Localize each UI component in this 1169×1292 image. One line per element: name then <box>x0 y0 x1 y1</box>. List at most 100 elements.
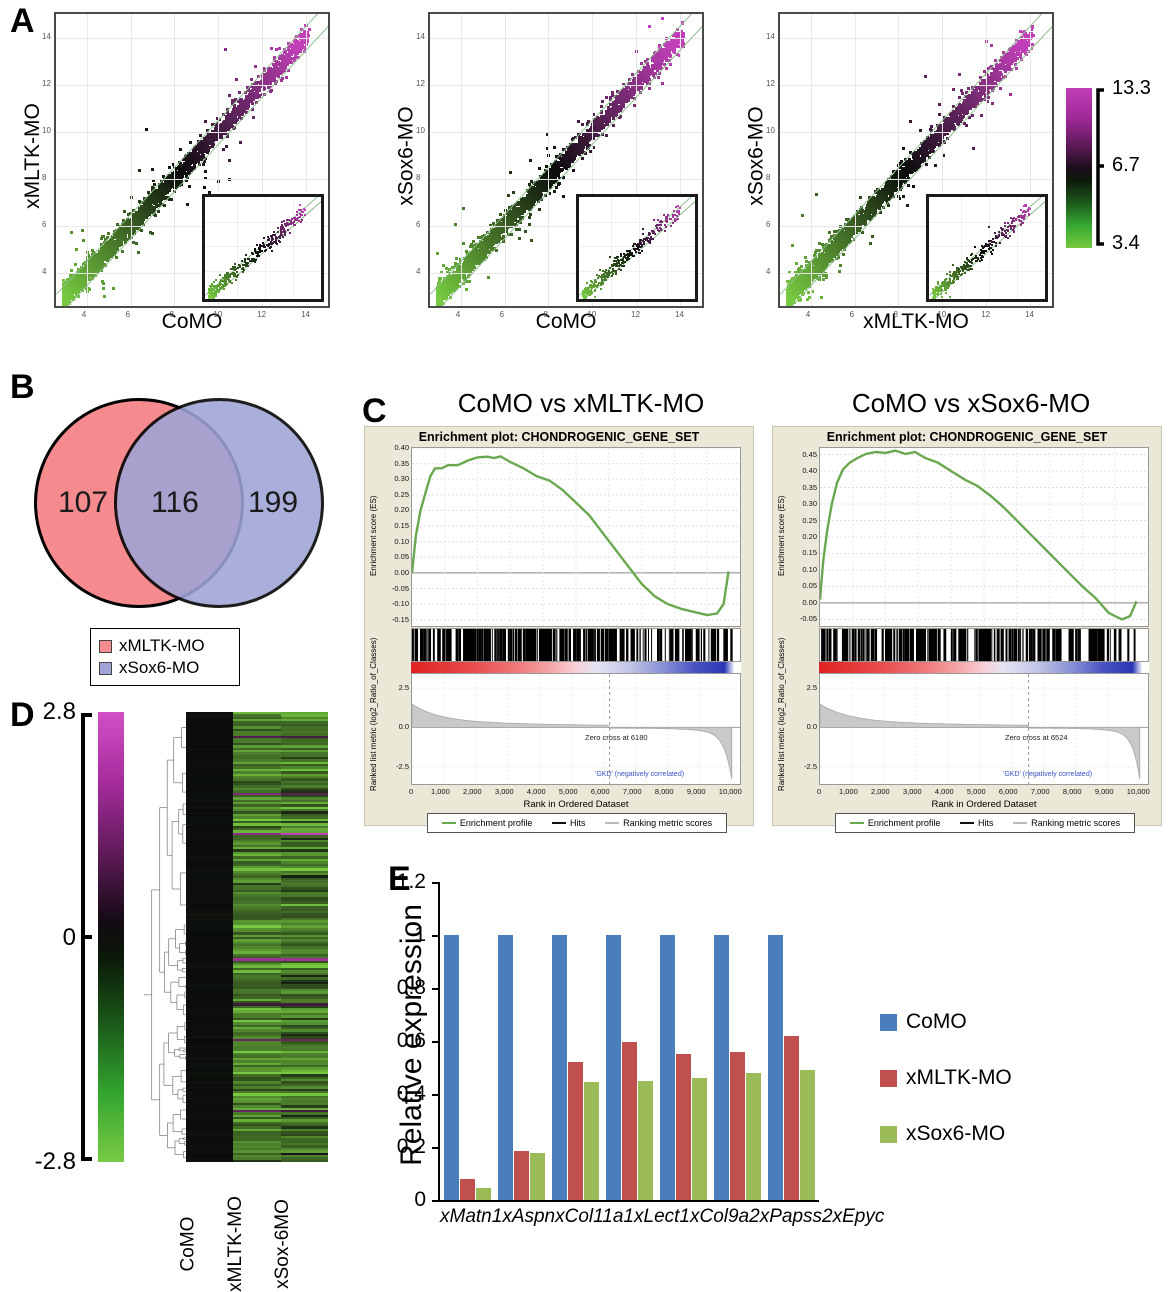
gsea-x-tick: 3,000 <box>495 787 514 796</box>
bar-category-label: xCol9a2 <box>690 1206 760 1228</box>
panel-e-y-tickmark <box>432 1041 439 1043</box>
panel-e-y-tick: 1 <box>414 923 426 947</box>
gsea-1-title: CoMO vs xMLTK-MO <box>386 388 776 419</box>
hits-line-icon <box>960 821 974 825</box>
bar-group <box>440 882 494 1200</box>
gsea-es-y-tick: -0.05 <box>379 584 409 593</box>
gsea-1-legend-enrichment: Enrichment profile <box>441 818 532 828</box>
panel-d-letter: D <box>10 698 35 732</box>
gsea-x-tick: 0 <box>817 787 821 796</box>
heatmap-column-xsox6 <box>280 712 328 1162</box>
gsea-x-tick: 4,000 <box>935 787 954 796</box>
bar-xsox6-mo <box>475 1188 491 1200</box>
scatter-plot-3: xSox6-MO xMLTK-MO 4 4 6 6 8 8 10 10 12 12 14 14 <box>742 8 1064 348</box>
panel-e-y-tick: 0.2 <box>397 1135 426 1159</box>
panel-e-y-axis-line <box>438 882 440 1200</box>
gsea-es-y-tick: 0.35 <box>787 483 817 492</box>
gsea-es-y-tick: 0.10 <box>379 537 409 546</box>
bar-como <box>605 935 621 1200</box>
venn-legend-swatch-xmltk <box>99 639 112 653</box>
scatter-x-tick: 12 <box>631 310 640 319</box>
bar-xsox6-mo <box>799 1070 815 1200</box>
panel-e-legend-item-xsox6: xSox6-MO <box>880 1122 1012 1146</box>
ranking-line-icon <box>605 821 620 825</box>
gsea-es-y-tick: 0.05 <box>379 552 409 561</box>
bar-xmltk-mo <box>459 1178 475 1200</box>
scatter-x-tick: 6 <box>850 310 854 319</box>
scatter-x-tick: 4 <box>82 310 86 319</box>
gsea-x-tick: 9,000 <box>1095 787 1114 796</box>
gsea-2-hits-panel <box>819 628 1149 662</box>
legend-label-xmltk: xMLTK-MO <box>906 1066 1012 1090</box>
bar-category-label: xLect1 <box>634 1206 690 1228</box>
bar-group <box>656 882 710 1200</box>
gsea-es-y-tick: 0.40 <box>379 443 409 452</box>
heatmap-grid <box>186 712 328 1162</box>
legend-swatch-como <box>880 1013 897 1031</box>
colorbar-gradient <box>1066 88 1092 248</box>
panel-e-legend-item-xmltk: xMLTK-MO <box>880 1066 1012 1090</box>
gsea-1-legend-ranking: Ranking metric scores <box>605 818 712 828</box>
scatter-plot-1: xMLTK-MO CoMO 4 4 6 6 8 8 10 10 12 12 14 14 <box>18 8 340 348</box>
bar-como <box>767 935 783 1200</box>
gsea-x-tick: 6,000 <box>591 787 610 796</box>
venn-circle-xsox6 <box>114 398 324 608</box>
heatmap-colorbar <box>98 712 124 1162</box>
gsea-es-y-tick: 0.00 <box>379 568 409 577</box>
scatter-y-tick: 14 <box>766 32 775 41</box>
gsea-metric-y-tick: 2.5 <box>789 683 817 692</box>
venn-count-left: 107 <box>58 486 108 520</box>
scatter-y-tick: 12 <box>416 79 425 88</box>
scatter-3-y-axis-label: xSox6-MO <box>740 8 774 304</box>
gsea-es-y-tick: 0.10 <box>787 565 817 574</box>
scatter-x-tick: 8 <box>893 310 897 319</box>
panel-e-legend: CoMO xMLTK-MO xSox6-MO <box>880 1010 1012 1178</box>
heatmap-column-como <box>186 712 234 1162</box>
heatmap-column-labels: CoMO xMLTK-MO xSox-6MO <box>178 1168 328 1292</box>
gsea-x-tick: 4,000 <box>527 787 546 796</box>
scatter-1-x-axis-label: CoMO <box>54 310 330 334</box>
scatter-y-tick: 8 <box>42 173 46 182</box>
scatter-x-tick: 4 <box>806 310 810 319</box>
panel-e-category-labels: xMatn1 xAspn xCol11a1 xLect1 xCol9a2 xPapss2 x… <box>440 1206 884 1228</box>
panel-e-y-tickmark <box>432 882 439 884</box>
legend-swatch-xmltk <box>880 1069 897 1087</box>
gsea-1-hits-panel <box>411 628 741 662</box>
scatter-2-x-axis-label: CoMO <box>428 310 704 334</box>
gsea-es-y-tick: 0.20 <box>787 532 817 541</box>
bar-xmltk-mo <box>621 1042 637 1200</box>
bar-xsox6-mo <box>637 1080 653 1200</box>
heatmap-scale-bracket-icon <box>81 713 92 1161</box>
gsea-1-legend: Enrichment profile Hits Ranking metric s… <box>427 813 727 833</box>
scatter-x-tick: 14 <box>675 310 684 319</box>
bar-xsox6-mo <box>691 1078 707 1200</box>
venn-diagram: 107 116 199 <box>34 398 324 608</box>
panel-e-y-tickmark <box>432 1094 439 1096</box>
gsea-x-tick: 9,000 <box>687 787 706 796</box>
panel-b: B 107 116 199 xMLTK-MO xSox6-MO <box>0 370 360 690</box>
gsea-x-tick: 2,000 <box>871 787 890 796</box>
venn-legend: xMLTK-MO xSox6-MO <box>90 628 240 686</box>
scatter-y-tick: 6 <box>42 220 46 229</box>
gsea-2-header: Enrichment plot: CHONDROGENIC_GENE_SET <box>773 430 1161 444</box>
bar-group <box>602 882 656 1200</box>
scatter-y-tick: 14 <box>42 32 51 41</box>
panel-c-letter: C <box>362 394 387 428</box>
panel-a-colorbar: 13.3 6.7 3.4 <box>1066 77 1166 254</box>
gsea-es-y-tick: 0.15 <box>379 521 409 530</box>
colorbar-bracket-icon <box>1096 88 1104 246</box>
venn-count-right: 199 <box>248 486 298 520</box>
panel-a: A xMLTK-MO CoMO 4 4 6 6 8 8 10 10 12 12 14 14 xSox6… <box>0 0 1169 352</box>
scatter-x-tick: 10 <box>937 310 946 319</box>
bar-category-label: xCol11a1 <box>555 1206 634 1228</box>
scatter-y-tick: 4 <box>42 267 46 276</box>
gsea-x-tick: 10,000 <box>719 787 742 796</box>
scatter-1-y-axis-label: xMLTK-MO <box>16 8 50 304</box>
scatter-3-inset <box>926 194 1048 302</box>
scatter-y-tick: 10 <box>416 126 425 135</box>
gsea-2-class-bar <box>819 662 1149 673</box>
scatter-y-tick: 8 <box>766 173 770 182</box>
legend-swatch-xsox6 <box>880 1125 897 1143</box>
scatter-y-tick: 4 <box>766 267 770 276</box>
gsea-x-tick: 6,000 <box>999 787 1018 796</box>
